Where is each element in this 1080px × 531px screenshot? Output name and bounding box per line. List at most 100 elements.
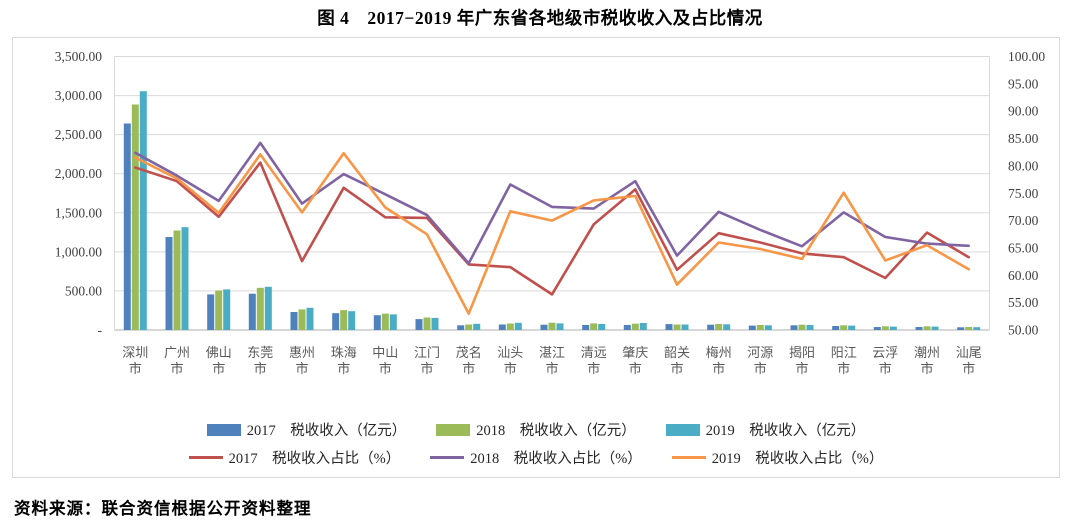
trend-line: [134, 141, 971, 265]
y-axis-label-right: 80.00: [1008, 158, 1039, 173]
y-axis-label-left: 1,000.00: [55, 244, 103, 259]
bar: [623, 325, 631, 330]
bar: [965, 327, 973, 330]
bar: [223, 289, 231, 330]
x-axis-label: 云浮市: [872, 345, 898, 376]
bar: [681, 324, 689, 330]
bar: [340, 310, 348, 330]
figure-title: 图 4 2017−2019 年广东省各地级市税收收入及占比情况: [317, 8, 763, 28]
y-axis-label-left: 2,500.00: [55, 127, 103, 142]
bar: [423, 317, 431, 330]
x-axis-label: 江门市: [414, 345, 440, 376]
bar: [348, 311, 356, 330]
bar: [873, 327, 881, 330]
y-axis-label-right: 75.00: [1008, 186, 1039, 201]
y-axis-label-right: 60.00: [1008, 268, 1039, 283]
y-axis-label-right: 50.00: [1008, 323, 1039, 338]
bar: [665, 324, 673, 330]
bar: [123, 123, 131, 330]
x-axis-label: 汕头市: [497, 345, 523, 376]
y-axis-label-right: 55.00: [1008, 295, 1039, 310]
bar: [832, 326, 840, 330]
y-axis-label-right: 95.00: [1008, 76, 1039, 91]
bar: [598, 324, 606, 330]
y-axis-label-left: -: [98, 323, 103, 338]
bar: [256, 287, 264, 330]
bar: [248, 293, 256, 330]
y-axis-label-left: 3,000.00: [55, 88, 103, 103]
x-axis-label: 揭阳市: [789, 345, 815, 376]
legend-label: 2019 税收收入占比（%）: [711, 451, 884, 467]
legend-line-swatch: [188, 455, 223, 460]
x-axis-label: 潮州市: [914, 345, 940, 376]
bar: [957, 327, 965, 330]
legend-label: 2017 税收收入（亿元）: [246, 423, 407, 439]
legend-item: 2017 税收收入（亿元）: [206, 419, 407, 440]
legend-item: 2018 税收收入（亿元）: [436, 419, 636, 440]
legend-item: 2019 税收收入（亿元）: [665, 419, 865, 440]
bar: [556, 323, 564, 330]
trend-line: [134, 152, 971, 315]
y-axis-label-left: 500.00: [65, 283, 102, 298]
bar: [207, 294, 215, 330]
legend-item: 2017 税收收入占比（%）: [188, 447, 401, 468]
bar: [415, 319, 423, 330]
legend-row-lines: 2017 税收收入占比（%） 2018 税收收入占比（%） 2019 税收收入占比（…: [13, 447, 1059, 468]
y-axis-label-right: 90.00: [1008, 104, 1039, 119]
bar: [715, 324, 723, 330]
x-axis-label: 阳江市: [831, 345, 857, 376]
bar: [473, 323, 481, 330]
bar: [514, 322, 522, 330]
bar: [673, 324, 681, 330]
legend-bar-swatch: [665, 423, 700, 436]
chart-container: 3,500.00 3,000.00 2,500.00 2,000.00 1,500.00…: [12, 37, 1060, 478]
y-axis-label-right: 70.00: [1008, 213, 1039, 228]
bar: [506, 323, 514, 330]
bar: [373, 315, 381, 330]
bar: [465, 324, 473, 330]
bar: [215, 290, 223, 330]
legend-bar-swatch: [436, 423, 471, 436]
x-axis-label: 河源市: [747, 345, 773, 376]
bar: [764, 325, 772, 330]
bar: [165, 237, 173, 330]
bar: [881, 326, 889, 330]
legend-label: 2018 税收收入占比（%）: [470, 451, 642, 467]
x-axis-label: 清远市: [581, 345, 607, 376]
x-axis-label: 中山市: [372, 345, 398, 376]
bar: [181, 227, 189, 330]
bar: [264, 286, 272, 330]
bar: [790, 325, 798, 330]
bar: [290, 312, 298, 330]
legend-row-bars: 2017 税收收入（亿元） 2018 税收收入（亿元） 2019 税收收入（亿元）: [13, 419, 1059, 440]
x-axis-label: 东莞市: [247, 345, 273, 376]
bar: [540, 324, 548, 330]
legend-item: 2018 税收收入占比（%）: [430, 447, 642, 468]
bar: [931, 326, 939, 330]
y-axis-label-left: 3,500.00: [55, 49, 103, 64]
y-axis-label-right: 85.00: [1008, 131, 1039, 146]
chart-legend: 2017 税收收入（亿元） 2018 税收收入（亿元） 2019 税收收入（亿元） …: [13, 412, 1059, 468]
bar: [332, 313, 340, 330]
x-axis-label: 汕尾市: [956, 345, 982, 376]
bar: [173, 230, 181, 330]
bar: [139, 91, 147, 330]
x-axis-label: 佛山市: [206, 345, 232, 376]
bar: [973, 327, 981, 330]
bar: [806, 325, 814, 330]
combo-chart: 3,500.00 3,000.00 2,500.00 2,000.00 1,500.00…: [55, 49, 1046, 376]
bar: [298, 309, 306, 330]
bar: [582, 325, 590, 330]
bar: [748, 325, 756, 330]
legend-label: 2018 税收收入（亿元）: [476, 423, 636, 439]
legend-label: 2017 税收收入占比（%）: [228, 451, 401, 467]
bar: [639, 323, 647, 330]
legend-line-swatch: [671, 455, 706, 460]
bar: [431, 317, 439, 330]
bar: [457, 325, 465, 330]
bar: [548, 322, 556, 330]
x-axis-label: 湛江市: [539, 345, 565, 376]
y-axis-label-right: 65.00: [1008, 240, 1039, 255]
x-axis-label: 梅州市: [706, 345, 732, 376]
x-axis-label: 广州市: [164, 345, 190, 376]
